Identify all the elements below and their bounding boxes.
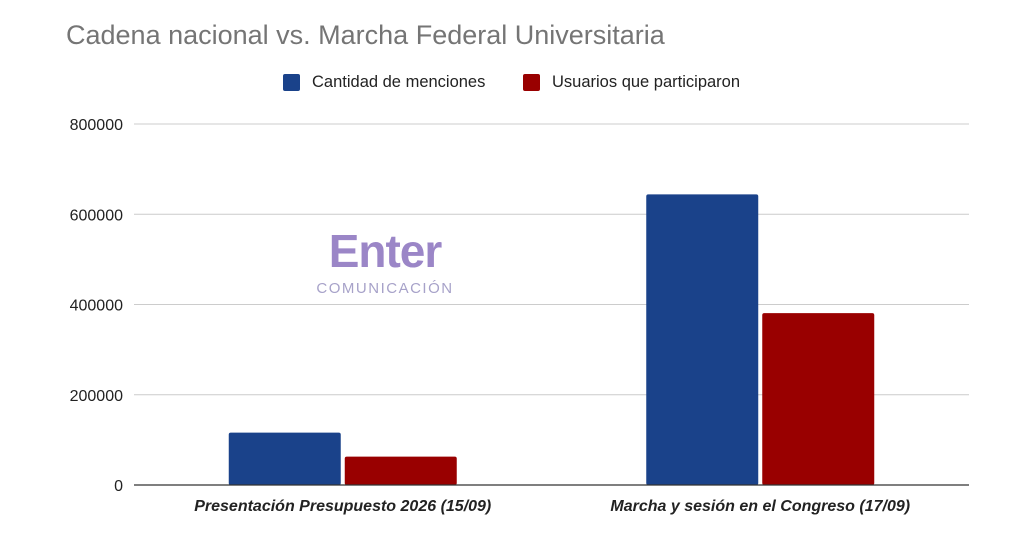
bar-menciones-0 xyxy=(228,432,341,485)
legend-label-menciones: Cantidad de menciones xyxy=(312,73,486,91)
watermark-subtitle: COMUNICACIÓN xyxy=(316,280,454,297)
legend-swatch-usuarios xyxy=(523,74,540,91)
y-tick-label-400000: 400000 xyxy=(70,298,123,315)
y-tick-label-600000: 600000 xyxy=(70,207,123,224)
legend-swatch-menciones xyxy=(283,74,300,91)
y-tick-label-200000: 200000 xyxy=(70,388,123,405)
legend: Cantidad de menciones Usuarios que parti… xyxy=(0,73,1017,97)
y-tick-label-0: 0 xyxy=(114,478,123,495)
x-category-label-0: Presentación Presupuesto 2026 (15/09) xyxy=(194,498,491,515)
y-tick-label-800000: 800000 xyxy=(70,117,123,134)
bar-usuarios-1 xyxy=(762,313,875,485)
legend-item-menciones[interactable]: Cantidad de menciones xyxy=(283,73,485,92)
bar-usuarios-0 xyxy=(344,456,457,485)
legend-item-usuarios[interactable]: Usuarios que participaron xyxy=(523,73,740,92)
x-category-label-1: Marcha y sesión en el Congreso (17/09) xyxy=(610,498,910,515)
chart-title: Cadena nacional vs. Marcha Federal Unive… xyxy=(66,20,665,50)
watermark-brand: Enter xyxy=(328,225,443,277)
bar-menciones-1 xyxy=(646,194,759,485)
watermark-logo: Enter COMUNICACIÓN xyxy=(307,216,463,304)
legend-label-usuarios: Usuarios que participaron xyxy=(552,73,741,91)
